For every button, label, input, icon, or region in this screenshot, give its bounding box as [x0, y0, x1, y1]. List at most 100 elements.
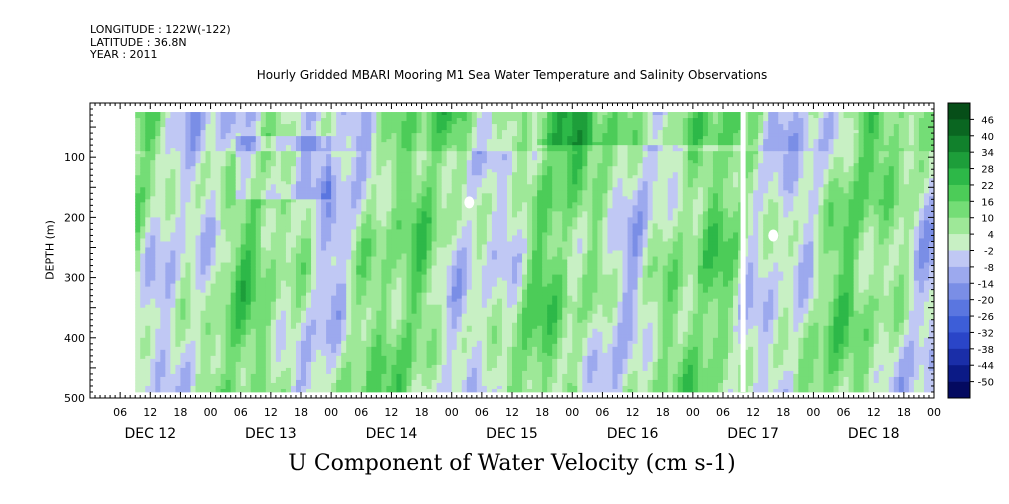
heatmap-cell — [270, 172, 277, 176]
heatmap-cell — [316, 310, 322, 315]
heatmap-cell — [215, 304, 222, 309]
heatmap-cell — [235, 349, 242, 354]
heatmap-cell — [225, 313, 232, 318]
heatmap-cell — [341, 238, 347, 242]
heatmap-cell — [366, 340, 372, 345]
metadata-block: LONGITUDE : 122W(-122) LATITUDE : 36.8N … — [90, 23, 231, 62]
heatmap-cell — [255, 277, 262, 281]
heatmap-cell — [401, 166, 407, 170]
heatmap-cell — [270, 304, 277, 309]
heatmap-cell — [205, 376, 211, 381]
heatmap-cell — [306, 268, 312, 272]
heatmap-cell — [185, 355, 191, 360]
heatmap-cell — [145, 361, 151, 366]
heatmap-cell — [321, 319, 327, 324]
heatmap-cell — [356, 166, 362, 170]
heatmap-cell — [351, 166, 357, 170]
heatmap-cell — [361, 253, 367, 257]
heatmap-cell — [250, 310, 257, 315]
heatmap-cell — [356, 205, 362, 209]
heatmap-cell — [270, 181, 277, 185]
heatmap-cell — [255, 169, 262, 173]
heatmap-cell — [230, 196, 237, 200]
heatmap-cell — [185, 151, 191, 155]
heatmap-cell — [165, 313, 171, 318]
heatmap-cell — [371, 118, 377, 122]
heatmap-cell — [220, 193, 227, 197]
heatmap-cell — [280, 211, 287, 215]
heatmap-cell — [361, 304, 367, 309]
heatmap-cell — [290, 361, 297, 366]
heatmap-cell — [326, 139, 332, 143]
heatmap-cell — [160, 175, 166, 179]
heatmap-cell — [145, 121, 151, 125]
heatmap-cell — [301, 367, 307, 372]
heatmap-cell — [311, 178, 317, 182]
heatmap-cell — [175, 118, 181, 122]
heatmap-cell — [135, 265, 141, 269]
heatmap-cell — [215, 388, 222, 393]
heatmap-cell — [240, 193, 247, 197]
heatmap-cell — [240, 328, 247, 333]
heatmap-cell — [386, 139, 392, 143]
heatmap-cell — [225, 241, 232, 245]
heatmap-cell — [311, 304, 317, 309]
heatmap-cell — [301, 355, 307, 360]
heatmap-cell — [265, 130, 272, 134]
heatmap-cell — [220, 367, 227, 372]
heatmap-cell — [316, 274, 322, 278]
heatmap-cell — [371, 196, 377, 200]
heatmap-cell — [331, 235, 337, 239]
heatmap-cell — [356, 124, 362, 128]
heatmap-cell — [381, 346, 387, 351]
heatmap-cell — [160, 253, 166, 257]
heatmap-cell — [150, 145, 156, 149]
heatmap-cell — [220, 334, 227, 339]
heatmap-cell — [290, 145, 297, 149]
heatmap-cell — [150, 133, 156, 137]
heatmap-cell — [376, 322, 382, 327]
heatmap-cell — [135, 316, 141, 321]
heatmap-cell — [195, 130, 201, 134]
heatmap-cell — [195, 199, 201, 203]
heatmap-cell — [295, 199, 302, 203]
heatmap-cell — [135, 223, 141, 227]
heatmap-cell — [371, 361, 377, 366]
heatmap-cell — [215, 253, 222, 257]
heatmap-cell — [240, 151, 247, 155]
heatmap-cell — [351, 352, 357, 357]
heatmap-cell — [150, 364, 156, 369]
heatmap-cell — [361, 208, 367, 212]
heatmap-cell — [240, 157, 247, 161]
heatmap-cell — [235, 232, 242, 236]
heatmap-cell — [301, 238, 307, 242]
heatmap-cell — [311, 163, 317, 167]
heatmap-cell — [326, 133, 332, 137]
heatmap-cell — [351, 310, 357, 315]
heatmap-cell — [175, 250, 181, 254]
heatmap-cell — [250, 181, 257, 185]
heatmap-cell — [150, 367, 156, 372]
heatmap-cell — [205, 205, 211, 209]
heatmap-cell — [316, 190, 322, 194]
heatmap-cell — [265, 286, 272, 291]
heatmap-cell — [371, 250, 377, 254]
heatmap-cell — [185, 274, 191, 278]
heatmap-cell — [185, 181, 191, 185]
heatmap-cell — [361, 388, 367, 393]
heatmap-cell — [270, 214, 277, 218]
heatmap-cell — [341, 193, 347, 197]
heatmap-cell — [160, 244, 166, 248]
heatmap-cell — [265, 154, 272, 158]
heatmap-cell — [255, 289, 262, 294]
heatmap-cell — [301, 265, 307, 269]
heatmap-cell — [376, 196, 382, 200]
heatmap-cell — [391, 313, 397, 318]
heatmap-cell — [331, 154, 337, 158]
heatmap-cell — [240, 208, 247, 212]
heatmap-cell — [140, 379, 146, 384]
heatmap-cell — [240, 232, 247, 236]
heatmap-cell — [311, 337, 317, 342]
heatmap-cell — [230, 133, 237, 137]
heatmap-cell — [401, 220, 407, 224]
